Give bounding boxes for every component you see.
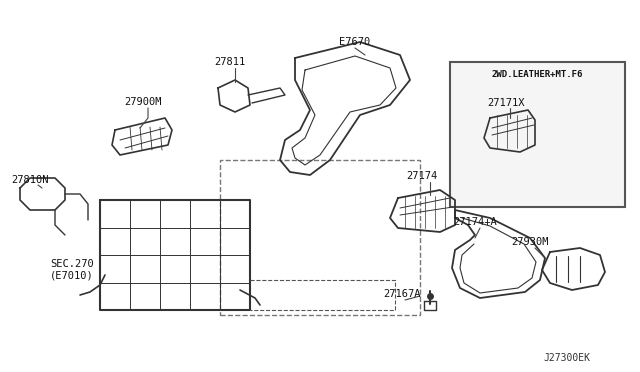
- Text: 27810N: 27810N: [12, 175, 49, 185]
- Bar: [220, 160, 420, 315]
- Text: 27900M: 27900M: [124, 97, 162, 107]
- Text: SEC.270
(E7010): SEC.270 (E7010): [50, 259, 94, 281]
- Text: 2WD.LEATHER+MT.F6: 2WD.LEATHER+MT.F6: [492, 70, 583, 78]
- Text: E7670: E7670: [339, 37, 371, 47]
- Text: 27174: 27174: [406, 171, 438, 181]
- Text: 27174+A: 27174+A: [453, 217, 497, 227]
- Text: 27167A: 27167A: [383, 289, 420, 299]
- Text: 27930M: 27930M: [511, 237, 548, 247]
- Text: J27300EK: J27300EK: [543, 353, 590, 363]
- Text: 27171X: 27171X: [487, 98, 525, 108]
- Text: 27811: 27811: [214, 57, 246, 67]
- Bar: [450, 62, 625, 207]
